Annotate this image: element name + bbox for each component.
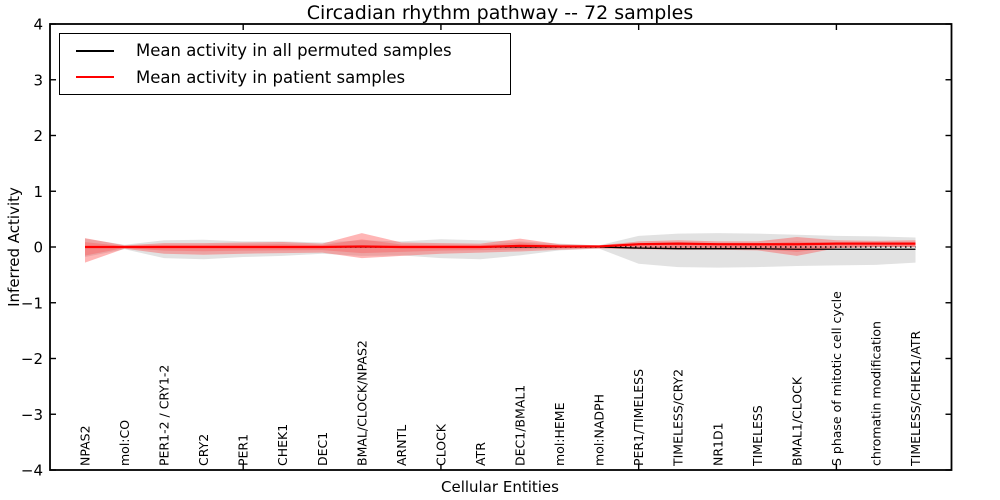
entity-label: DEC1/BMAL1	[513, 385, 528, 466]
y-tick-label: 3	[33, 71, 43, 89]
entity-label: CHEK1	[275, 424, 290, 466]
entity-label: BMAL/CLOCK/NPAS2	[354, 340, 369, 466]
y-tick-label: −4	[21, 462, 43, 480]
legend-label-patient: Mean activity in patient samples	[136, 67, 406, 87]
y-tick-label: 4	[33, 16, 43, 34]
entity-label: mol:CO	[117, 420, 132, 466]
entity-label: ARNTL	[394, 425, 409, 466]
permuted-band	[85, 233, 916, 268]
entity-label: mol:HEME	[552, 402, 567, 466]
entity-label: NPAS2	[78, 425, 93, 466]
permuted-line-swatch	[76, 49, 114, 52]
legend: Mean activity in all permuted samples Me…	[59, 33, 511, 95]
entity-label: TIMELESS/CHEK1/ATR	[908, 330, 923, 467]
entity-label: BMAL1/CLOCK	[789, 376, 804, 466]
y-tick-label: −3	[21, 406, 43, 424]
legend-entry-patient: Mean activity in patient samples	[60, 68, 510, 87]
y-tick-label: −1	[21, 294, 43, 312]
y-tick-label: 0	[33, 239, 43, 257]
legend-label-permuted: Mean activity in all permuted samples	[136, 41, 452, 61]
entity-label: PER1-2 / CRY1-2	[157, 365, 172, 466]
y-tick-label: −2	[21, 350, 43, 368]
entity-label: NR1D1	[710, 422, 725, 466]
chart-title: Circadian rhythm pathway -- 72 samples	[306, 2, 694, 24]
entity-label: ATR	[473, 442, 488, 466]
entity-label: PER1/TIMELESS	[631, 369, 646, 466]
y-tick-label: 1	[33, 183, 43, 201]
patient-band	[85, 233, 916, 263]
y-axis-label: Inferred Activity	[5, 187, 23, 307]
y-tick-label: 2	[33, 127, 43, 145]
entity-label: DEC1	[315, 432, 330, 466]
entity-label: TIMELESS/CRY2	[671, 369, 686, 467]
entity-label: CRY2	[196, 434, 211, 466]
entity-label: TIMELESS	[750, 405, 765, 467]
patient-mean-line	[85, 242, 916, 249]
legend-entry-permuted: Mean activity in all permuted samples	[60, 41, 510, 60]
entity-label: PER1	[236, 434, 251, 466]
entity-label: chromatin modification	[868, 321, 883, 466]
entity-label: S phase of mitotic cell cycle	[829, 291, 844, 466]
entity-label: mol:NADPH	[592, 394, 607, 466]
x-axis-label: Cellular Entities	[441, 478, 559, 496]
entity-label: CLOCK	[433, 423, 448, 466]
patient-line-swatch	[76, 76, 114, 79]
